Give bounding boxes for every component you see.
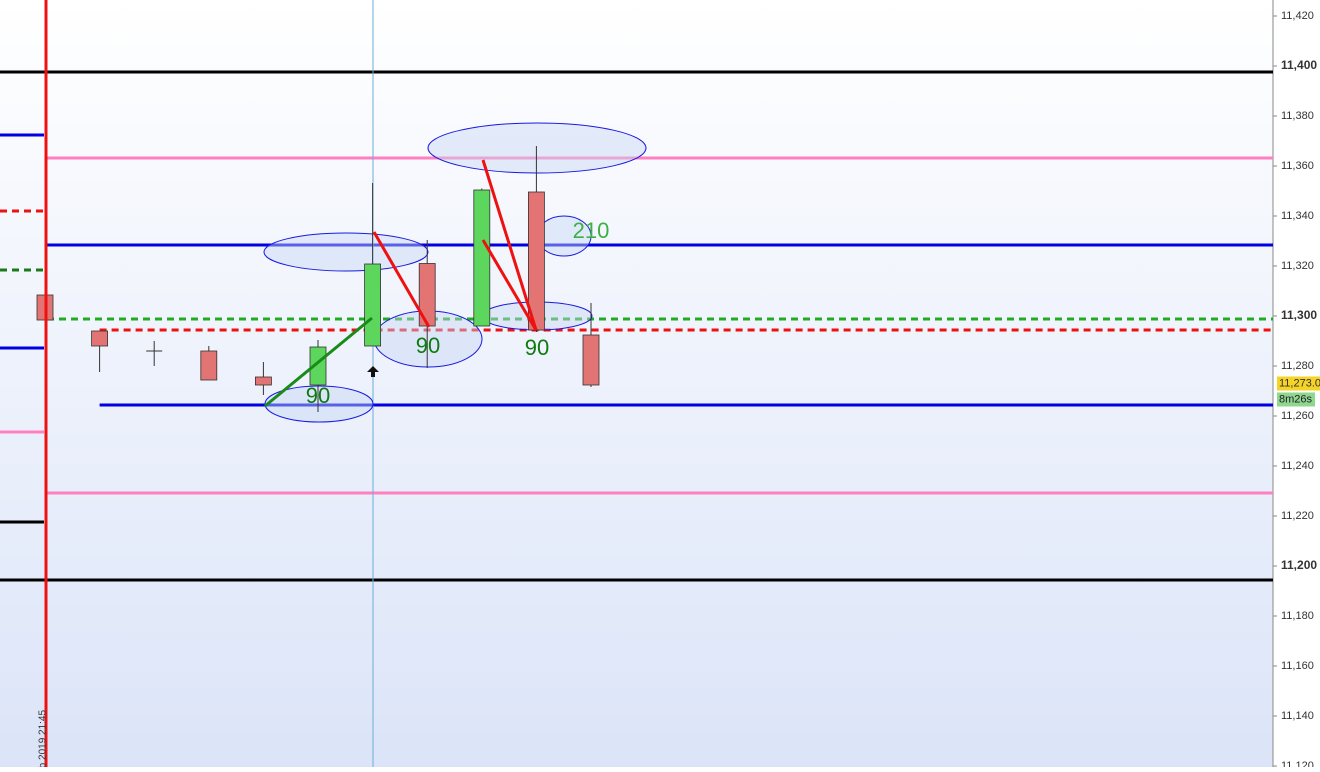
candles: [36, 146, 600, 412]
y-tick-label: 11,320: [1281, 260, 1314, 272]
y-tick-label: 11,160: [1281, 660, 1314, 672]
candle-body: [200, 350, 218, 381]
candle-body: [528, 191, 545, 331]
candle-body: [364, 263, 382, 347]
annotation: 90: [306, 383, 330, 408]
session-label: Feb 2019 21:45: [38, 710, 49, 767]
y-tick-label: 11,260: [1281, 410, 1314, 422]
candle-body: [309, 346, 327, 386]
y-tick-label: 11,240: [1281, 460, 1314, 472]
y-tick-label: 11,420: [1281, 10, 1314, 22]
y-tick-label: 11,400: [1281, 58, 1317, 72]
y-tick-label: 11,300: [1281, 308, 1317, 322]
plot-area: [0, 0, 1273, 767]
y-tick-label: 11,340: [1281, 210, 1314, 222]
y-tick-label: 11,220: [1281, 510, 1314, 522]
levels: [0, 70, 1273, 582]
last-price-label: 11,273.0: [1279, 377, 1320, 389]
trend-line: [481, 159, 538, 331]
y-tick-label: 11,360: [1281, 160, 1314, 172]
last-price-box: [1277, 376, 1320, 391]
trend-line: [372, 231, 431, 328]
timer-label: 8m26s: [1279, 393, 1313, 405]
y-tick-label: 11,120: [1281, 760, 1314, 767]
ellipses: [263, 122, 647, 423]
y-tick-label: 11,380: [1281, 110, 1314, 122]
ellipse: [427, 122, 647, 174]
candle-body: [582, 334, 600, 386]
candle-body: [473, 189, 491, 327]
annotation: 210: [573, 218, 610, 243]
trend-line: [264, 316, 373, 408]
annotation: 90: [525, 335, 549, 360]
candle-body: [254, 376, 272, 386]
arrow-icon: [367, 366, 379, 377]
ellipse: [263, 232, 429, 272]
ellipse: [264, 385, 374, 423]
timer-box: [1277, 392, 1315, 407]
y-tick-label: 11,140: [1281, 710, 1314, 722]
trend-line: [481, 239, 538, 331]
y-tick-label: 11,200: [1281, 558, 1317, 572]
trend-lines: [264, 159, 538, 408]
y-tick-label: 11,280: [1281, 360, 1314, 372]
y-tick-label: 11,180: [1281, 610, 1314, 622]
candle-body: [91, 330, 108, 347]
annotation: 90: [416, 333, 440, 358]
